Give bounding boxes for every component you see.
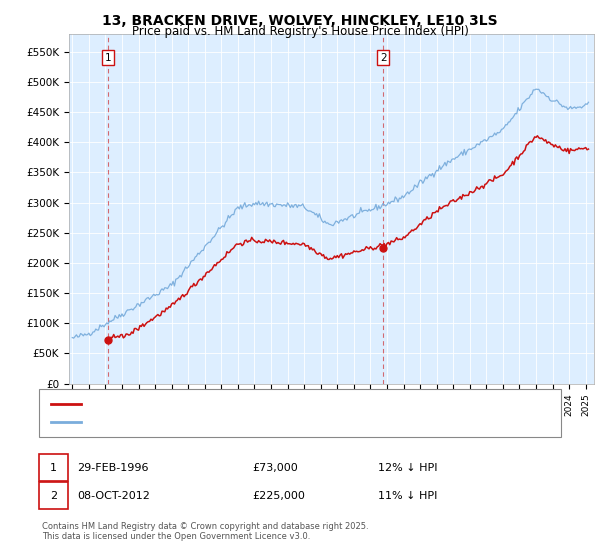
Text: £225,000: £225,000 [252, 491, 305, 501]
Text: 08-OCT-2012: 08-OCT-2012 [77, 491, 149, 501]
Text: Contains HM Land Registry data © Crown copyright and database right 2025.
This d: Contains HM Land Registry data © Crown c… [42, 522, 368, 542]
Text: Price paid vs. HM Land Registry's House Price Index (HPI): Price paid vs. HM Land Registry's House … [131, 25, 469, 38]
Text: 2: 2 [50, 491, 57, 501]
Text: 13, BRACKEN DRIVE, WOLVEY, HINCKLEY, LE10 3LS (detached house): 13, BRACKEN DRIVE, WOLVEY, HINCKLEY, LE1… [87, 399, 448, 409]
Text: 12% ↓ HPI: 12% ↓ HPI [378, 463, 437, 473]
Text: £73,000: £73,000 [252, 463, 298, 473]
Text: HPI: Average price, detached house, Rugby: HPI: Average price, detached house, Rugb… [87, 417, 313, 427]
Text: 11% ↓ HPI: 11% ↓ HPI [378, 491, 437, 501]
Text: 29-FEB-1996: 29-FEB-1996 [77, 463, 148, 473]
Text: 13, BRACKEN DRIVE, WOLVEY, HINCKLEY, LE10 3LS: 13, BRACKEN DRIVE, WOLVEY, HINCKLEY, LE1… [102, 14, 498, 28]
Text: 2: 2 [380, 53, 386, 63]
Text: 1: 1 [50, 463, 57, 473]
Text: 1: 1 [105, 53, 112, 63]
